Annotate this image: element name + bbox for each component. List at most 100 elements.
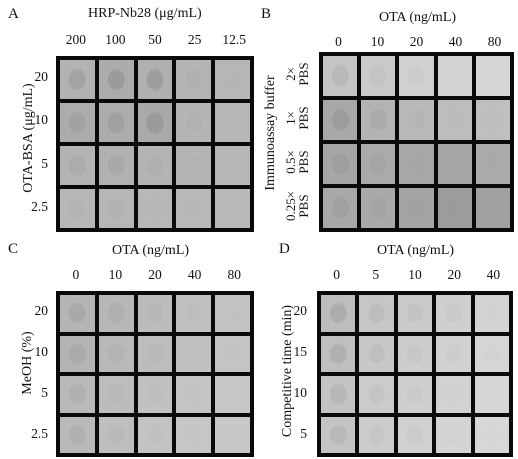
well-spot bbox=[329, 424, 347, 446]
well-spot bbox=[224, 383, 241, 405]
well-cell bbox=[215, 60, 250, 99]
well-spot bbox=[331, 196, 349, 220]
well-spot bbox=[406, 343, 424, 365]
well-spot bbox=[446, 108, 463, 132]
well-cell bbox=[98, 103, 134, 142]
row-label: 15 bbox=[293, 343, 308, 359]
well-spot bbox=[224, 424, 241, 446]
well-cell bbox=[361, 56, 396, 96]
column-label: 20 bbox=[447, 267, 461, 282]
well-spot bbox=[406, 302, 424, 324]
well-spot bbox=[146, 68, 164, 91]
well-spot bbox=[331, 64, 349, 88]
well-cell bbox=[60, 60, 95, 99]
column-label: 80 bbox=[487, 34, 502, 49]
well-spot bbox=[445, 343, 462, 365]
well-cell bbox=[215, 189, 250, 228]
well-cell bbox=[475, 188, 510, 228]
well-cell bbox=[176, 146, 212, 185]
well-cell bbox=[397, 416, 433, 453]
panel-title: OTA (ng/mL) bbox=[377, 243, 455, 258]
well-cell bbox=[323, 188, 358, 228]
well-spot bbox=[107, 383, 125, 405]
row-label: 10 bbox=[34, 343, 49, 359]
well-cell bbox=[361, 188, 396, 228]
well-grid bbox=[317, 291, 513, 457]
column-label: 50 bbox=[148, 32, 162, 47]
well-spot bbox=[408, 64, 425, 88]
panel-title: HRP-Nb28 (μg/mL) bbox=[88, 6, 202, 21]
row-label-line2: PBS bbox=[296, 150, 311, 174]
well-spot bbox=[368, 424, 385, 446]
well-cell bbox=[475, 56, 510, 96]
well-cell bbox=[98, 295, 134, 332]
well-spot bbox=[69, 154, 86, 177]
well-cell bbox=[215, 416, 250, 453]
well-spot bbox=[484, 64, 502, 88]
well-spot bbox=[484, 196, 502, 220]
well-spot bbox=[146, 154, 164, 177]
well-cell bbox=[98, 376, 134, 413]
column-label: 20 bbox=[409, 34, 424, 49]
row-label: 0.5× PBS bbox=[283, 140, 314, 184]
well-spot bbox=[370, 152, 387, 176]
well-spot bbox=[483, 424, 501, 446]
row-label: 10 bbox=[293, 384, 308, 400]
well-spot bbox=[224, 302, 241, 324]
well-cell bbox=[60, 376, 95, 413]
well-spot bbox=[329, 343, 347, 365]
panel-title: OTA (ng/mL) bbox=[379, 10, 457, 25]
well-spot bbox=[185, 68, 203, 91]
well-spot bbox=[107, 302, 125, 324]
well-cell bbox=[215, 335, 250, 372]
panel-label: B bbox=[261, 6, 272, 22]
well-cell bbox=[436, 295, 471, 332]
well-spot bbox=[329, 383, 347, 405]
well-cell bbox=[176, 416, 212, 453]
well-spot bbox=[408, 196, 425, 220]
well-spot bbox=[224, 154, 241, 177]
well-cell bbox=[60, 189, 95, 228]
well-spot bbox=[146, 383, 164, 405]
well-cell bbox=[60, 335, 95, 372]
row-label: 5 bbox=[41, 155, 48, 171]
row-label: 0.25× PBS bbox=[283, 184, 314, 228]
well-cell bbox=[137, 335, 173, 372]
well-spot bbox=[445, 383, 462, 405]
well-grid bbox=[56, 291, 254, 457]
row-label-line2: PBS bbox=[296, 194, 311, 218]
panel-a: A HRP-Nb28 (μg/mL) OTA-BSA (μg/mL) 200 10… bbox=[0, 0, 259, 235]
row-label-line2: PBS bbox=[296, 106, 311, 130]
well-grid bbox=[56, 56, 254, 232]
well-spot bbox=[185, 302, 203, 324]
well-cell bbox=[323, 56, 358, 96]
well-cell bbox=[474, 295, 509, 332]
well-spot bbox=[224, 197, 241, 220]
well-spot bbox=[224, 343, 241, 365]
column-label: 0 bbox=[72, 267, 80, 282]
well-cell bbox=[98, 189, 134, 228]
row-label: 20 bbox=[34, 68, 49, 84]
well-cell bbox=[176, 295, 212, 332]
well-spot bbox=[224, 111, 241, 134]
column-label: 20 bbox=[148, 267, 162, 282]
panel-title: OTA (ng/mL) bbox=[112, 243, 190, 258]
well-spot bbox=[185, 111, 203, 134]
well-spot bbox=[408, 108, 425, 132]
well-cell bbox=[397, 295, 433, 332]
well-spot bbox=[146, 343, 164, 365]
well-spot bbox=[107, 154, 125, 177]
column-label: 10 bbox=[370, 34, 385, 49]
well-spot bbox=[69, 68, 86, 91]
row-label: 2.5 bbox=[31, 199, 48, 215]
well-spot bbox=[483, 383, 501, 405]
well-spot bbox=[484, 108, 502, 132]
column-label: 5 bbox=[372, 267, 380, 282]
well-cell bbox=[176, 376, 212, 413]
well-cell bbox=[137, 103, 173, 142]
column-label: 25 bbox=[187, 32, 202, 47]
well-spot bbox=[185, 154, 203, 177]
well-spot bbox=[370, 108, 387, 132]
column-label: 10 bbox=[408, 267, 422, 282]
